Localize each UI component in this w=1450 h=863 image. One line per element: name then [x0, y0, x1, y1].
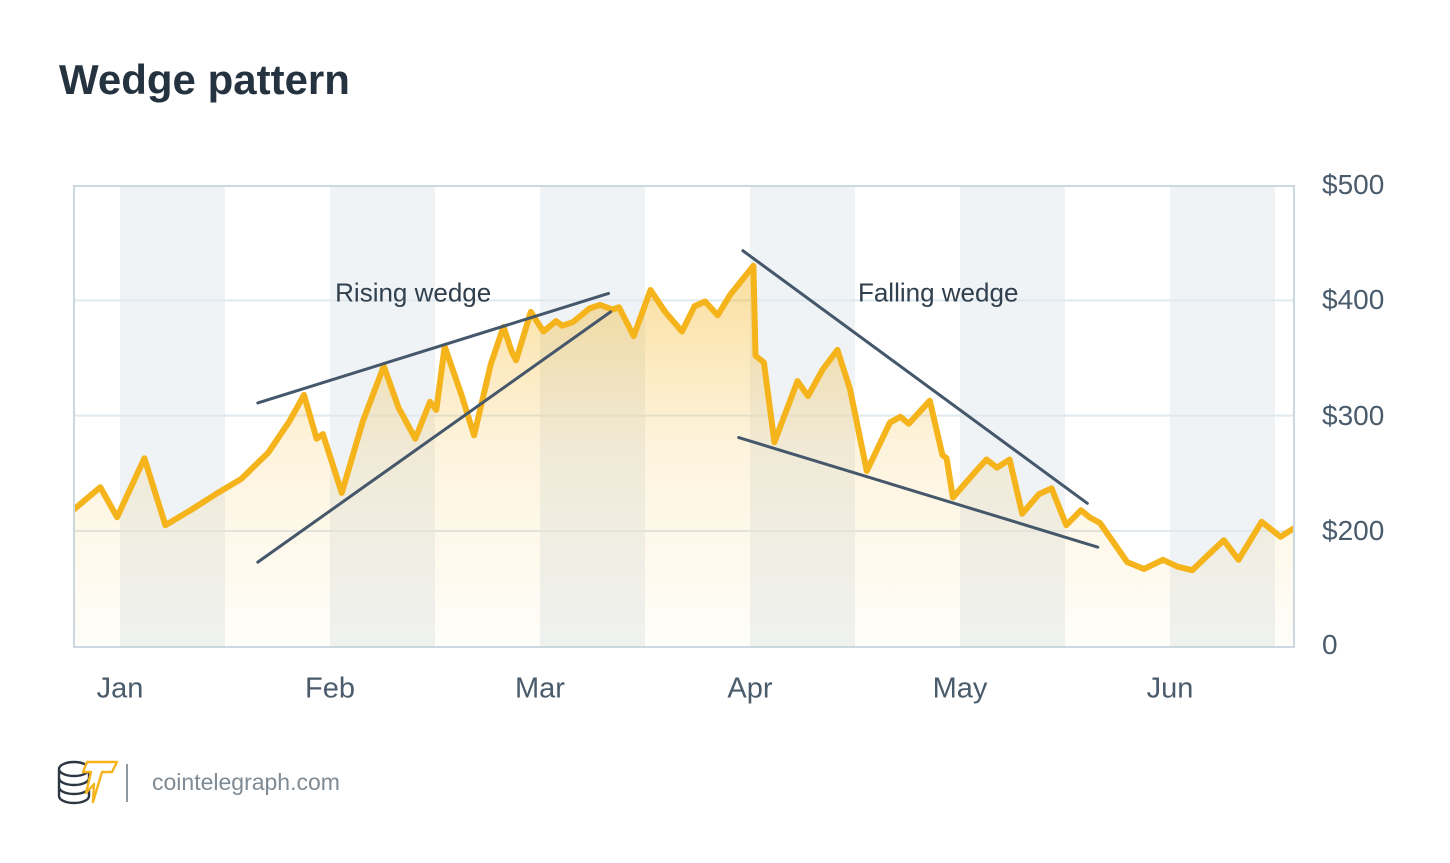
x-tick-label: Jan [96, 672, 144, 705]
cointelegraph-logo [57, 760, 119, 805]
x-tick-label: Mar [515, 672, 565, 705]
x-tick-label: Apr [727, 672, 773, 705]
x-tick-label: Jun [1146, 672, 1194, 705]
lightning-t-icon [81, 760, 119, 804]
rising-wedge-annotation-label: Rising wedge [335, 277, 492, 308]
falling-wedge-annotation-label: Falling wedge [857, 277, 1019, 308]
y-tick-label: $300 [1322, 399, 1385, 431]
x-tick-label: Feb [305, 672, 355, 705]
price-line [73, 262, 1295, 574]
price-chart-canvas [73, 185, 1295, 648]
falling-wedge-trendline [741, 249, 1089, 505]
plot-border [73, 185, 1295, 648]
footer-divider [126, 764, 128, 802]
page-title: Wedge pattern [59, 56, 350, 103]
y-tick-label: $200 [1322, 514, 1385, 546]
x-tick-label: May [932, 672, 988, 705]
falling-wedge-trendline [737, 436, 1100, 549]
y-tick-label: 0 [1322, 629, 1338, 660]
y-axis: $500 $400 $300 $200 0 [1322, 169, 1432, 660]
coin-stack-icon [57, 760, 91, 805]
rising-wedge-trendline [256, 291, 610, 405]
footer: cointelegraph.com [0, 740, 600, 830]
y-tick-label: $400 [1322, 284, 1385, 316]
price-area [73, 265, 1295, 646]
rising-wedge-trendline [256, 310, 613, 564]
footer-site-text: cointelegraph.com [152, 769, 340, 795]
wedge-chart-plot: Rising wedge Falling wedge [73, 185, 1295, 648]
y-tick-label: $500 [1322, 169, 1385, 200]
x-axis: Jan Feb Mar Apr May Jun [73, 648, 1295, 710]
